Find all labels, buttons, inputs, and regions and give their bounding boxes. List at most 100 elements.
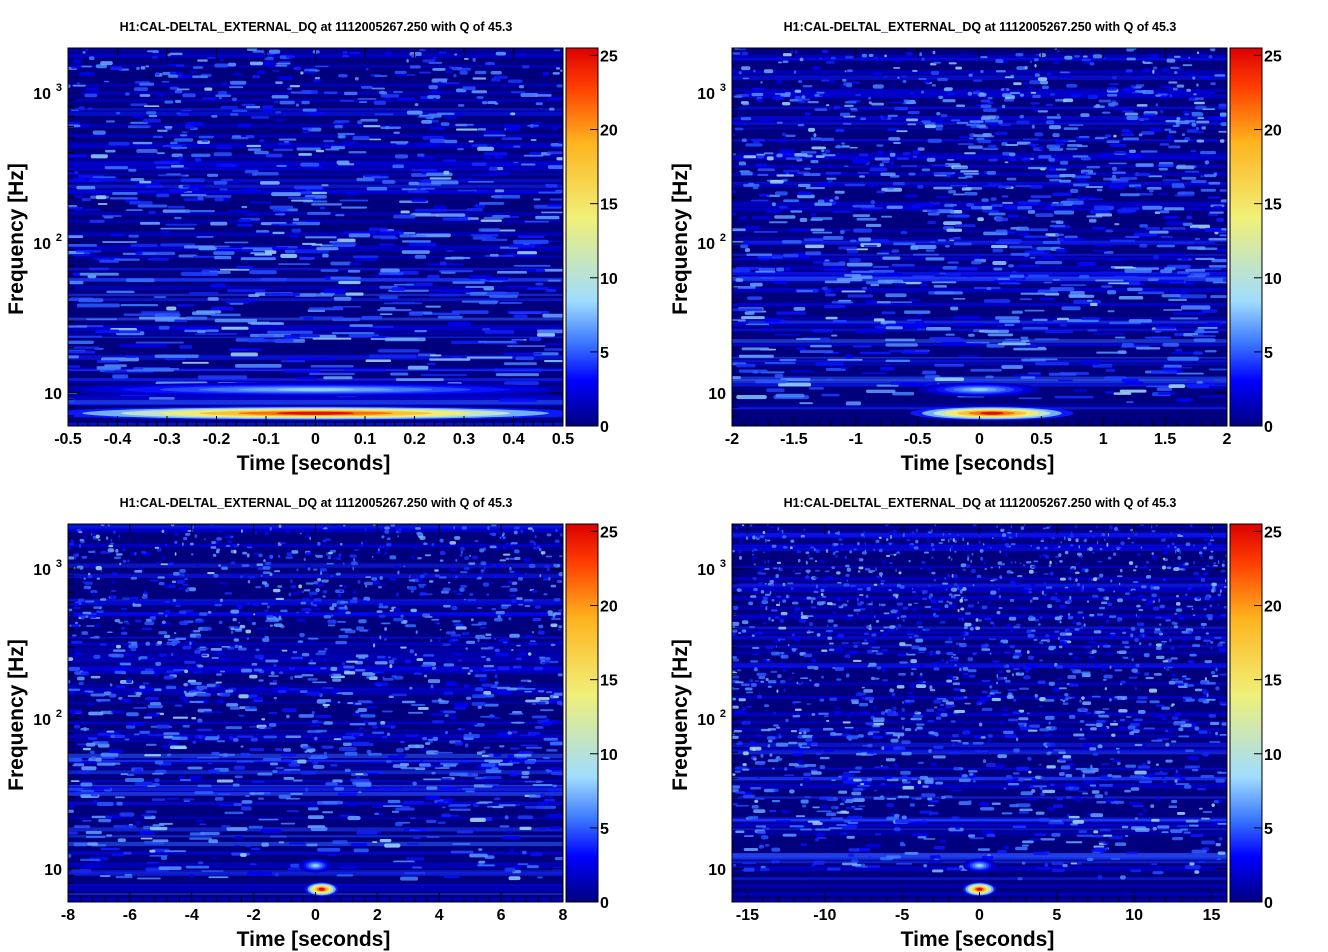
heatmap-speckle xyxy=(1218,130,1227,133)
heatmap-speckle xyxy=(68,831,78,835)
heatmap-band xyxy=(68,544,563,548)
heatmap-speckle xyxy=(321,686,334,690)
heatmap-speckle xyxy=(410,54,417,58)
heatmap-speckle xyxy=(378,812,383,816)
heatmap-speckle xyxy=(164,850,187,853)
heatmap-speckle xyxy=(825,60,835,64)
heatmap-speckle xyxy=(887,710,895,714)
heatmap-speckle xyxy=(181,758,199,761)
heatmap-speckle xyxy=(732,133,736,136)
heatmap-speckle xyxy=(1005,143,1019,147)
heatmap-speckle xyxy=(885,293,907,298)
heatmap-speckle xyxy=(1135,163,1154,167)
heatmap-speckle xyxy=(926,720,934,723)
heatmap-speckle xyxy=(257,567,263,571)
heatmap-speckle xyxy=(260,277,287,282)
heatmap-speckle xyxy=(1049,224,1066,228)
heatmap-speckle xyxy=(1122,137,1140,141)
heatmap-speckle xyxy=(430,713,445,716)
heatmap-speckle xyxy=(469,669,473,673)
heatmap-speckle xyxy=(83,535,87,539)
heatmap-speckle xyxy=(323,289,346,294)
heatmap-speckle xyxy=(405,734,419,738)
heatmap-speckle xyxy=(947,92,956,96)
heatmap-speckle xyxy=(920,90,925,94)
heatmap-speckle xyxy=(210,283,227,288)
heatmap-speckle xyxy=(1052,319,1059,322)
heatmap-speckle xyxy=(170,164,184,168)
heatmap-speckle xyxy=(943,221,962,226)
heatmap-speckle xyxy=(261,581,268,585)
heatmap-speckle xyxy=(87,274,97,279)
heatmap-speckle xyxy=(186,587,190,590)
heatmap-speckle xyxy=(80,782,93,787)
heatmap-speckle xyxy=(346,660,358,663)
heatmap-speckle xyxy=(515,572,522,577)
heatmap-band xyxy=(68,267,563,271)
heatmap-speckle xyxy=(931,164,949,167)
heatmap-speckle xyxy=(1127,537,1131,540)
heatmap-speckle xyxy=(1120,193,1140,197)
heatmap-speckle xyxy=(804,112,811,116)
heatmap-band xyxy=(68,563,563,568)
heatmap-speckle xyxy=(985,763,996,767)
heatmap-speckle xyxy=(1055,139,1069,143)
heatmap-speckle xyxy=(887,628,896,631)
heatmap-speckle xyxy=(1201,126,1206,130)
heatmap-speckle xyxy=(264,636,269,639)
heatmap-speckle xyxy=(431,720,445,724)
heatmap-speckle xyxy=(291,228,302,233)
heatmap-speckle xyxy=(415,527,421,530)
heatmap-speckle xyxy=(1186,384,1210,389)
heatmap-speckle xyxy=(271,192,302,197)
heatmap-speckle xyxy=(1114,267,1137,269)
heatmap-speckle xyxy=(1055,58,1060,62)
heatmap-speckle xyxy=(100,847,120,851)
heatmap-speckle xyxy=(1136,104,1148,107)
heatmap-speckle xyxy=(357,708,368,713)
heatmap-speckle xyxy=(947,158,955,161)
heatmap-speckle xyxy=(999,319,1021,323)
heatmap-speckle xyxy=(961,675,969,678)
heatmap-speckle xyxy=(252,172,258,176)
heatmap-speckle xyxy=(278,555,281,558)
heatmap-speckle xyxy=(427,95,441,99)
heatmap-speckle xyxy=(461,550,463,555)
heatmap-speckle xyxy=(935,781,944,785)
heatmap-speckle xyxy=(865,223,882,227)
heatmap-speckle xyxy=(286,810,299,813)
heatmap-speckle xyxy=(116,825,137,829)
heatmap-speckle xyxy=(68,340,94,344)
heatmap-speckle xyxy=(933,667,940,671)
heatmap-speckle xyxy=(1097,744,1103,749)
heatmap-speckle xyxy=(887,187,894,190)
heatmap-speckle xyxy=(814,108,828,112)
heatmap-speckle xyxy=(748,625,756,629)
heatmap-speckle xyxy=(794,708,802,711)
heatmap-speckle xyxy=(1176,811,1186,815)
heatmap-speckle xyxy=(1178,563,1184,566)
heatmap-speckle xyxy=(1155,103,1159,107)
heatmap-speckle xyxy=(68,243,97,247)
heatmap-speckle xyxy=(1030,256,1036,259)
heatmap-speckle xyxy=(515,657,522,661)
heatmap-speckle xyxy=(430,180,459,185)
heatmap-speckle xyxy=(1174,139,1189,143)
heatmap-speckle xyxy=(474,189,489,193)
heatmap-speckle xyxy=(933,186,953,190)
heatmap-band xyxy=(732,532,1227,538)
heatmap-band xyxy=(68,144,563,149)
heatmap-band xyxy=(732,339,1227,343)
heatmap-speckle xyxy=(1182,64,1193,67)
heatmap-speckle xyxy=(128,722,145,726)
x-tick-label: -1.5 xyxy=(780,431,808,448)
heatmap-speckle xyxy=(556,579,563,584)
heatmap-speckle xyxy=(1158,623,1162,626)
heatmap-speckle xyxy=(1055,562,1057,565)
heatmap-speckle xyxy=(323,721,333,725)
heatmap-speckle xyxy=(961,187,972,191)
heatmap-speckle xyxy=(484,330,515,334)
heatmap-speckle xyxy=(783,199,800,203)
heatmap-speckle xyxy=(962,52,968,55)
heatmap-speckle xyxy=(236,735,254,738)
